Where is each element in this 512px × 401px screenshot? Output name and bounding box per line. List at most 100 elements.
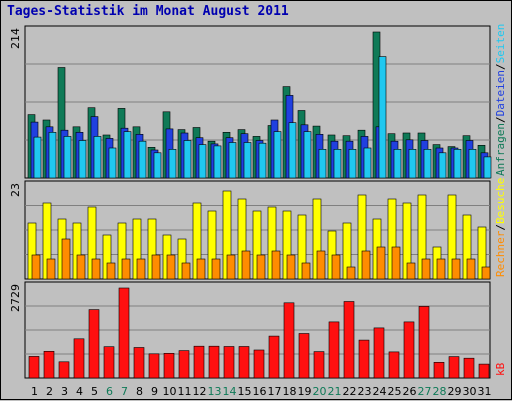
bar-kb-day-24 xyxy=(373,327,385,379)
bar-kb-day-15 xyxy=(238,346,250,379)
bar-rechner-day-7 xyxy=(121,258,131,280)
bar-rechner-day-17 xyxy=(271,250,281,280)
bar-rechner-day-2 xyxy=(46,258,56,280)
bar-seiten-day-10 xyxy=(168,149,177,179)
bar-rechner-day-9 xyxy=(151,254,161,280)
max-value-label: 214 xyxy=(9,28,22,49)
bar-rechner-day-10 xyxy=(166,254,176,280)
bar-seiten-day-3 xyxy=(63,136,72,179)
day-label: 18 xyxy=(283,385,297,398)
bar-seiten-day-16 xyxy=(258,142,267,179)
bar-kb-day-21 xyxy=(328,321,340,379)
legend-bottom: kB xyxy=(494,362,507,376)
legend-entry: Seiten xyxy=(494,24,507,64)
bar-kb-day-25 xyxy=(388,351,400,379)
bar-seiten-day-6 xyxy=(108,147,117,179)
bar-seiten-day-28 xyxy=(438,152,447,179)
day-label: 30 xyxy=(463,385,477,398)
day-label: 4 xyxy=(76,385,83,398)
day-label: 19 xyxy=(298,385,312,398)
legend-entry: Dateien xyxy=(494,70,507,116)
bar-seiten-day-8 xyxy=(138,140,147,179)
bar-seiten-day-27 xyxy=(423,149,432,179)
bar-seiten-day-19 xyxy=(303,131,312,179)
bar-kb-day-27 xyxy=(418,306,430,379)
day-label: 21 xyxy=(328,385,342,398)
bar-seiten-day-29 xyxy=(453,149,462,179)
bar-seiten-day-21 xyxy=(333,149,342,179)
bar-rechner-day-3 xyxy=(61,238,71,280)
bar-kb-day-22 xyxy=(343,301,355,379)
day-label: 6 xyxy=(106,385,113,398)
day-label: 14 xyxy=(223,385,237,398)
bar-kb-day-30 xyxy=(463,357,475,379)
legend-middle: Rechner/Besuche xyxy=(494,178,507,277)
bar-seiten-day-14 xyxy=(228,142,237,179)
bar-kb-day-4 xyxy=(73,338,85,379)
bar-kb-day-11 xyxy=(178,350,190,379)
bar-seiten-day-7 xyxy=(123,131,132,179)
bar-seiten-day-30 xyxy=(468,149,477,179)
bar-rechner-day-28 xyxy=(436,258,446,280)
legend-entry: / xyxy=(494,224,507,231)
bar-rechner-day-6 xyxy=(106,262,116,280)
day-label: 5 xyxy=(91,385,98,398)
bar-rechner-day-20 xyxy=(316,250,326,280)
bar-seiten-day-17 xyxy=(273,131,282,179)
day-label: 12 xyxy=(193,385,207,398)
bar-rechner-day-27 xyxy=(421,258,431,280)
day-label: 26 xyxy=(403,385,417,398)
bar-seiten-day-18 xyxy=(288,122,297,179)
bar-rechner-day-16 xyxy=(256,254,266,280)
bar-seiten-day-4 xyxy=(78,140,87,179)
legend-entry: Anfragen xyxy=(494,123,507,176)
bar-rechner-day-23 xyxy=(361,250,371,280)
day-label: 13 xyxy=(208,385,222,398)
bar-rechner-day-31 xyxy=(481,266,491,280)
bar-kb-day-29 xyxy=(448,356,460,379)
bar-rechner-day-30 xyxy=(466,258,476,280)
bar-rechner-day-18 xyxy=(286,254,296,280)
bar-seiten-day-5 xyxy=(93,136,102,179)
day-label: 7 xyxy=(121,385,128,398)
bar-rechner-day-8 xyxy=(136,258,146,280)
bar-seiten-day-9 xyxy=(153,152,162,179)
bar-kb-day-31 xyxy=(478,363,490,379)
bar-rechner-day-5 xyxy=(91,258,101,280)
bar-kb-day-23 xyxy=(358,339,370,379)
bar-kb-day-3 xyxy=(58,361,70,379)
bar-seiten-day-22 xyxy=(348,149,357,179)
bar-seiten-day-20 xyxy=(318,149,327,179)
bar-kb-day-16 xyxy=(253,349,265,379)
bar-seiten-day-11 xyxy=(183,140,192,179)
bar-seiten-day-15 xyxy=(243,142,252,179)
day-label: 24 xyxy=(373,385,387,398)
bar-seiten-day-23 xyxy=(363,147,372,179)
bar-rechner-day-14 xyxy=(226,254,236,280)
day-label: 15 xyxy=(238,385,252,398)
day-label: 11 xyxy=(178,385,192,398)
bar-kb-day-8 xyxy=(133,347,145,379)
bar-kb-day-12 xyxy=(193,345,205,379)
bar-kb-day-2 xyxy=(43,350,55,379)
day-label: 25 xyxy=(388,385,402,398)
bar-seiten-day-13 xyxy=(213,145,222,179)
bar-seiten-day-26 xyxy=(408,149,417,179)
bar-rechner-day-26 xyxy=(406,262,416,280)
bar-kb-day-26 xyxy=(403,321,415,379)
day-label: 29 xyxy=(448,385,462,398)
panel-middle: 23 Rechner/Besuche xyxy=(9,178,507,280)
day-label: 3 xyxy=(61,385,68,398)
bar-kb-day-28 xyxy=(433,361,445,379)
legend-top: Anfragen/Dateien/Seiten xyxy=(494,24,507,176)
bar-rechner-day-25 xyxy=(391,246,401,280)
bar-kb-day-17 xyxy=(268,335,280,379)
bar-rechner-day-1 xyxy=(31,254,41,280)
x-axis-day-labels: 1 2 3 4 5 6 7 8 9 10 11 12 13 14 15 16 17 18 19 20 21 22 23 24 2… xyxy=(31,385,492,398)
legend-entry: Besuche xyxy=(494,178,507,224)
bar-seiten-day-25 xyxy=(393,149,402,179)
bar-kb-day-20 xyxy=(313,351,325,379)
bar-rechner-day-11 xyxy=(181,262,191,280)
bar-seiten-day-1 xyxy=(33,136,42,179)
